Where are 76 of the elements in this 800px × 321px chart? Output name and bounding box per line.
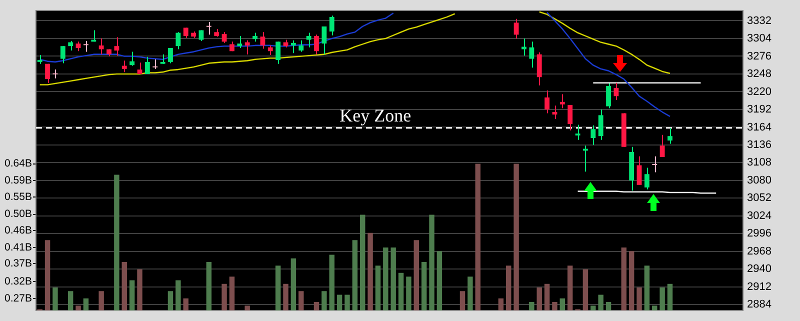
y-tick-label: 2968 [747, 245, 772, 258]
candlestick [614, 82, 619, 100]
candlestick [590, 124, 596, 146]
y-tick-label: 3136 [747, 139, 772, 152]
y2-tick-label: 0.55B [4, 191, 32, 204]
y-tick-label: 3164 [747, 121, 772, 134]
candlestick [306, 32, 312, 48]
y2-tick-label: 0.27B [4, 292, 32, 304]
y2-tick-label: 0.59B [4, 174, 32, 186]
y-tick-label: 3220 [747, 86, 772, 98]
candlestick [314, 34, 319, 55]
candlestick [514, 18, 519, 39]
y2-tick-label: 0.37B [4, 257, 32, 270]
y2-tick-label: 0.64B [4, 158, 32, 170]
y2-tick-label: 0.41B [4, 241, 32, 254]
candlestick [98, 38, 104, 55]
candlestick [183, 27, 188, 38]
candlestick [568, 104, 573, 131]
candlestick [144, 56, 150, 74]
candlestick [298, 40, 304, 52]
candlestick [237, 35, 242, 48]
y2-tick-label: 0.50B [4, 208, 32, 220]
y2-tick-label: 0.46B [4, 224, 32, 237]
candlestick [660, 134, 665, 158]
candlestick [598, 108, 604, 140]
y-tick-label: 2884 [747, 298, 772, 311]
y-tick-label: 3108 [747, 156, 772, 169]
candlestick [652, 156, 658, 173]
candlestick [176, 32, 181, 50]
candlestick [114, 36, 120, 56]
y-tick-label: 3332 [747, 14, 772, 27]
candlestick [606, 82, 611, 109]
candlestick [644, 167, 650, 190]
candlestick [544, 90, 550, 114]
candlestick [52, 69, 58, 79]
candlestick [244, 40, 250, 55]
y-tick-label: 3304 [747, 32, 772, 45]
candlestick [636, 156, 642, 186]
candlestick [122, 60, 127, 73]
candlestick [160, 54, 166, 64]
candlestick [522, 38, 526, 56]
candlestick [68, 40, 74, 52]
y-tick-label: 2996 [747, 228, 772, 240]
candlestick [268, 44, 273, 56]
candlestick [222, 32, 227, 44]
candlestick [260, 32, 266, 50]
candlestick [76, 41, 81, 52]
y-tick-label: 3248 [747, 68, 772, 80]
candlestick [130, 51, 135, 66]
y-tick-label: 2912 [747, 280, 772, 293]
y-tick-label: 3052 [747, 192, 772, 204]
candlestick [276, 41, 281, 64]
candlestick [575, 124, 580, 140]
candlestick [60, 46, 66, 64]
y-tick-label: 3080 [747, 174, 772, 186]
y2-tick-label: 0.32B [4, 276, 32, 288]
y-tick-label: 2940 [747, 263, 772, 276]
candlestick [152, 58, 158, 70]
candlestick [83, 40, 88, 52]
candlestick [552, 105, 558, 120]
ref-line-label: Key Zone [340, 106, 412, 126]
candlestick [329, 15, 334, 36]
candlestick [290, 40, 296, 54]
candlestick [198, 30, 204, 42]
candlestick [560, 94, 565, 109]
candlestick [322, 26, 327, 55]
candlestick [206, 22, 212, 36]
candlestick [168, 47, 173, 64]
y-tick-label: 3024 [747, 210, 772, 222]
candlestick [137, 62, 142, 74]
candlestick [529, 41, 534, 68]
candlestick [536, 52, 542, 86]
candlestick [668, 127, 672, 144]
y-tick-label: 3276 [747, 50, 772, 62]
y-tick-label: 3192 [747, 104, 772, 116]
candlestick [45, 63, 50, 84]
